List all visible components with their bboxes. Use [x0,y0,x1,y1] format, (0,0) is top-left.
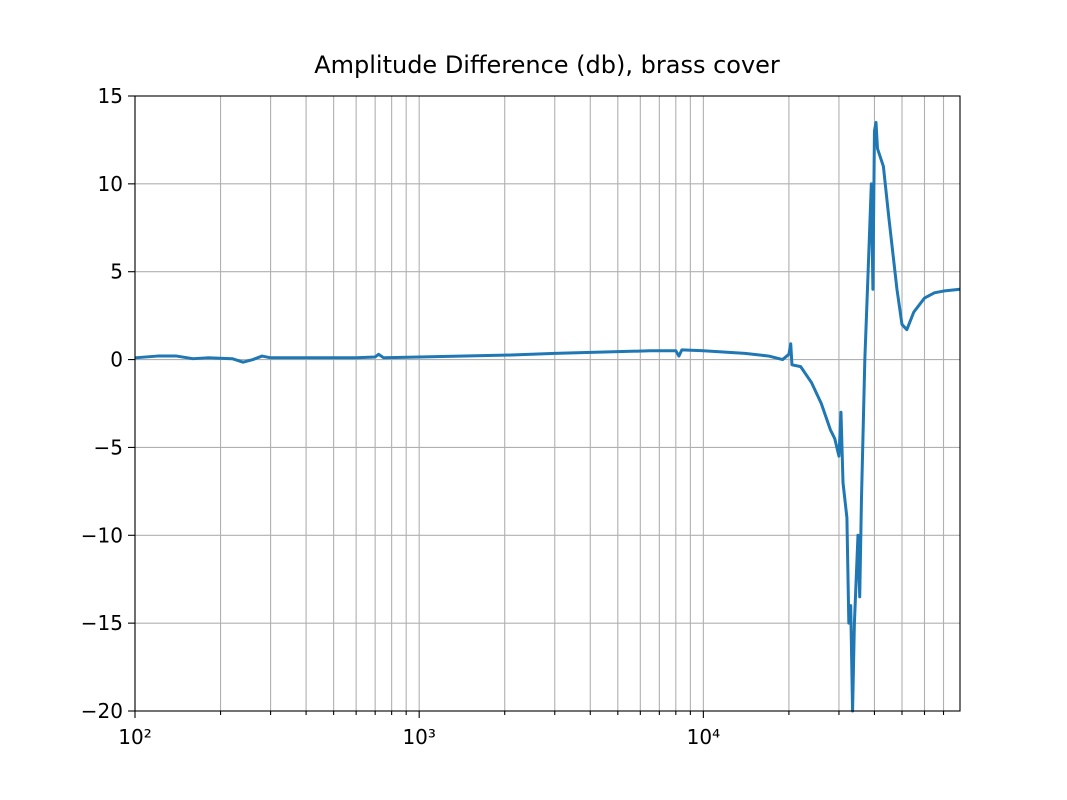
y-tick-label: 5 [110,260,123,284]
x-tick-label: 10³ [402,725,435,749]
y-tick-label: −5 [94,435,123,459]
y-tick-label: −10 [81,523,123,547]
ticks: 10² 10³ 10⁴ −20 −15 −10 −5 0 5 10 15 [81,84,945,749]
data-line [134,120,961,713]
grid [134,95,960,712]
x-tick-label: 10⁴ [687,725,720,749]
y-tick-label: 15 [98,84,123,108]
plot [134,120,961,713]
y-tick-label: −15 [81,611,123,635]
y-tick-label: 10 [98,172,123,196]
y-tick-label: −20 [81,699,123,723]
axes-frame [134,95,961,712]
x-tick-label: 10² [118,725,151,749]
y-tick-label: 0 [110,348,123,372]
chart-title: Amplitude Difference (db), brass cover [314,51,780,79]
